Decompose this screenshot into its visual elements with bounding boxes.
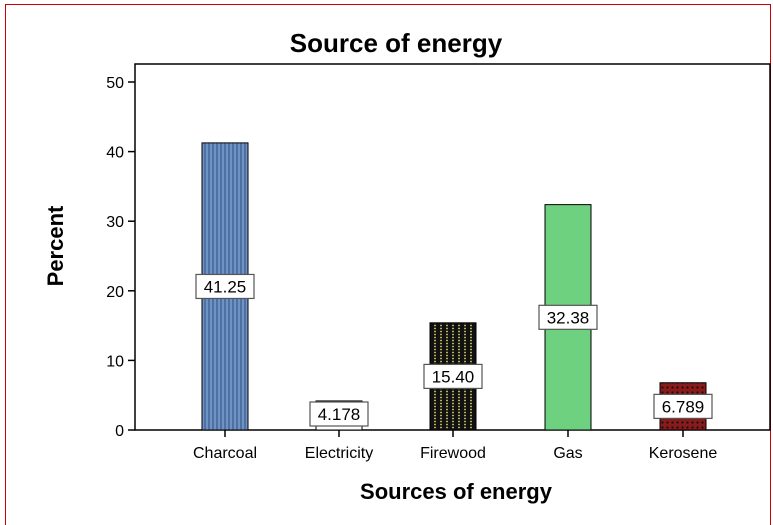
x-axis: Charcoal Electricity Firewood Gas Kerosene	[193, 430, 717, 462]
category-label: Charcoal	[193, 445, 257, 462]
data-label: 4.178	[309, 401, 369, 427]
category-label: Gas	[553, 445, 582, 462]
data-label: 32.38	[538, 304, 598, 330]
data-label-box	[653, 393, 713, 419]
data-label: 41.25	[195, 273, 255, 300]
data-label-text: 15.40	[432, 367, 475, 386]
y-axis-title: Percent	[43, 205, 68, 286]
data-labels: 41.25 4.178 15.40 32.38 6.789	[195, 273, 713, 427]
data-label: 6.789	[653, 393, 713, 419]
category-label: Kerosene	[649, 445, 718, 462]
data-label-box	[423, 363, 483, 390]
y-tick-label: 10	[106, 353, 124, 370]
y-tick-label: 50	[106, 75, 124, 92]
data-label-box	[195, 273, 255, 300]
data-label-box	[538, 304, 598, 330]
y-tick-label: 0	[115, 423, 124, 440]
data-label-box	[309, 401, 369, 427]
data-label-text: 41.25	[204, 277, 247, 296]
chart-title: Source of energy	[290, 28, 503, 58]
y-tick-label: 20	[106, 284, 124, 301]
x-axis-title: Sources of energy	[360, 479, 553, 504]
y-tick-label: 30	[106, 214, 124, 231]
category-label: Firewood	[420, 445, 486, 462]
y-tick-label: 40	[106, 145, 124, 162]
category-label: Electricity	[305, 445, 373, 462]
data-label-text: 6.789	[662, 397, 705, 416]
y-axis: 0 10 20 30 40 50	[106, 75, 135, 440]
data-label: 15.40	[423, 363, 483, 390]
data-label-text: 32.38	[547, 308, 590, 327]
data-label-text: 4.178	[318, 405, 361, 424]
